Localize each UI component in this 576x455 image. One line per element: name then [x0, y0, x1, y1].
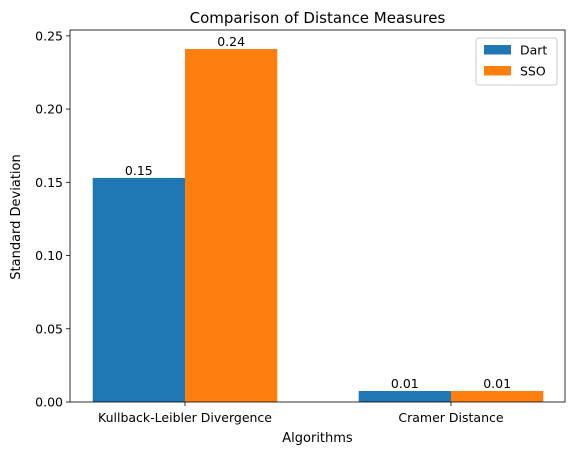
data-label-dart-0: 0.15 [125, 163, 153, 178]
legend-swatch-sso [484, 66, 511, 76]
x-tick-label: Kullback-Leibler Divergence [98, 410, 272, 425]
axes-frame [69, 29, 566, 403]
legend-swatch-dart [484, 45, 511, 55]
legend-label-sso: SSO [520, 64, 546, 79]
y-tick-label: 0.15 [35, 175, 63, 190]
y-tick-label: 0.25 [35, 28, 63, 43]
bar-dart-0 [92, 177, 185, 402]
y-axis-label: Standard Deviation [9, 154, 24, 279]
chart-title: Comparison of Distance Measures [190, 9, 446, 27]
y-tick-label: 0.10 [35, 248, 63, 263]
data-label-sso-1: 0.01 [483, 376, 511, 391]
bar-sso-1 [451, 391, 544, 402]
legend: Dart SSO [475, 37, 558, 86]
x-tick-label: Cramer Distance [398, 410, 503, 425]
x-axis-label: Algorithms [282, 431, 353, 446]
bar-dart-1 [358, 391, 451, 402]
y-tick-label: 0.00 [35, 395, 63, 410]
y-tick-label: 0.05 [35, 321, 63, 336]
legend-label-dart: Dart [520, 43, 547, 58]
plot-area: 0.15 0.01 0.24 0.01 0.00 0.05 0.10 0.15 0.20 0.25… [35, 28, 566, 425]
bar-sso-0 [185, 49, 278, 403]
data-label-dart-1: 0.01 [391, 376, 419, 391]
data-label-sso-0: 0.24 [217, 34, 245, 49]
y-tick-label: 0.20 [35, 102, 63, 117]
